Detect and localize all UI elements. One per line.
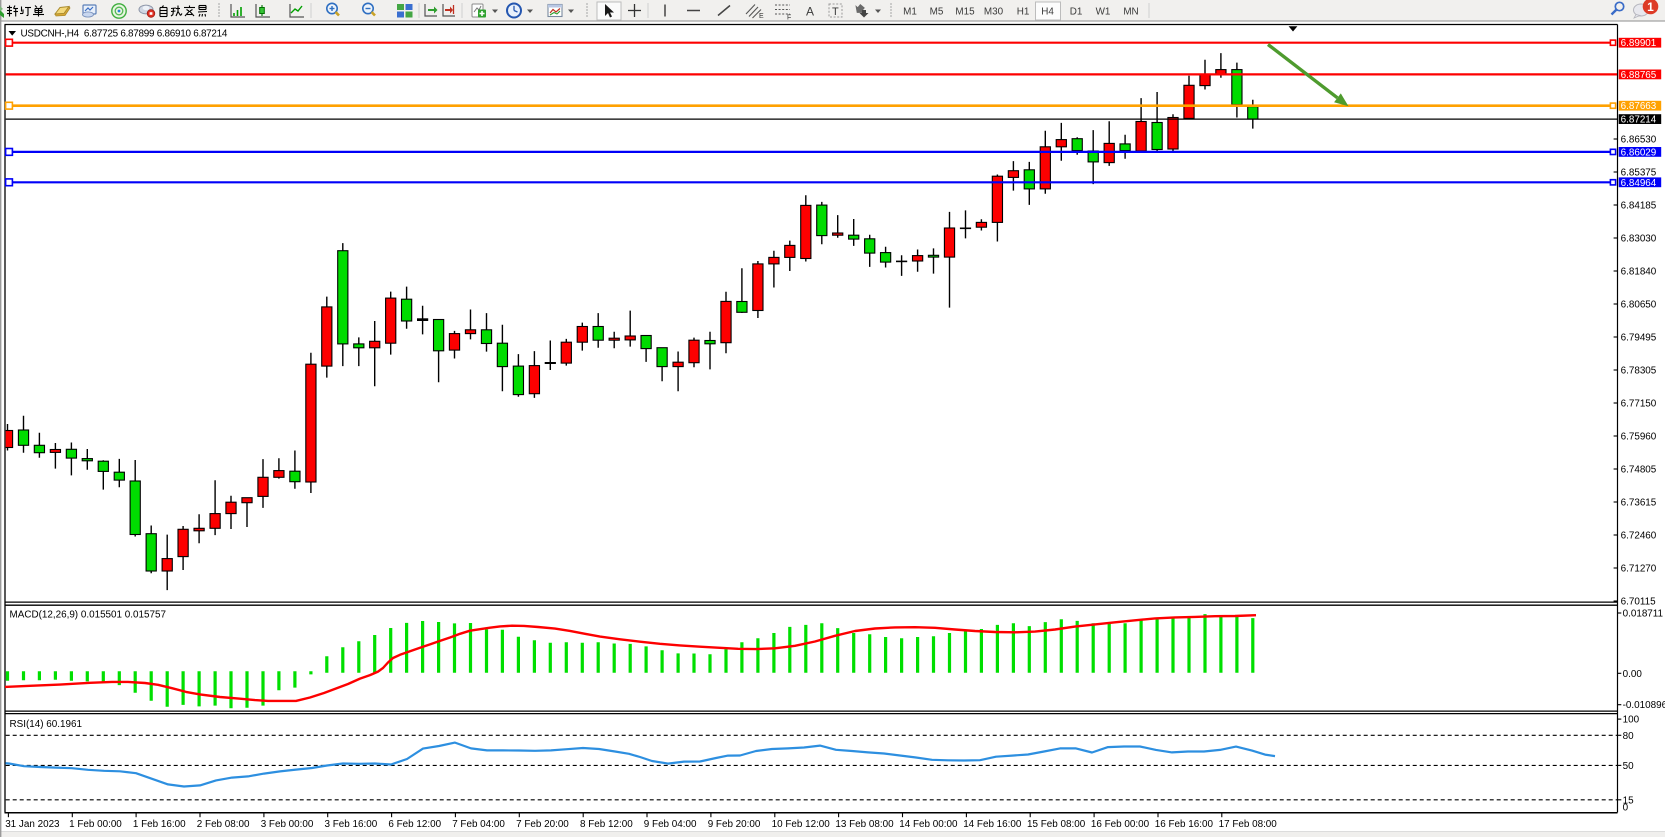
svg-text:T: T	[832, 6, 839, 18]
svg-text:6.83030: 6.83030	[1621, 234, 1657, 245]
svg-text:6.70115: 6.70115	[1621, 597, 1656, 608]
svg-text:F: F	[787, 15, 791, 22]
svg-text:6.89901: 6.89901	[1621, 38, 1657, 49]
svg-text:H1: H1	[1017, 7, 1030, 18]
svg-text:0: 0	[1623, 802, 1629, 813]
svg-text:14 Feb 16:00: 14 Feb 16:00	[963, 819, 1022, 830]
svg-text:6.84964: 6.84964	[1621, 178, 1657, 189]
svg-text:7 Feb 04:00: 7 Feb 04:00	[452, 819, 505, 830]
svg-text:MACD(12,26,9) 0.015501 0.01575: MACD(12,26,9) 0.015501 0.015757	[10, 610, 166, 621]
svg-text:9 Feb 20:00: 9 Feb 20:00	[708, 819, 761, 830]
svg-text:D1: D1	[1070, 7, 1083, 18]
svg-text:-0.010896: -0.010896	[1623, 700, 1665, 711]
svg-text:10 Feb 12:00: 10 Feb 12:00	[772, 819, 831, 830]
svg-text:M15: M15	[955, 7, 975, 18]
svg-text:MN: MN	[1123, 7, 1138, 18]
svg-text:13 Feb 08:00: 13 Feb 08:00	[835, 819, 894, 830]
svg-text:6.87663: 6.87663	[1621, 101, 1657, 112]
svg-text:6.77150: 6.77150	[1621, 399, 1657, 410]
svg-text:15 Feb 08:00: 15 Feb 08:00	[1027, 819, 1086, 830]
svg-text:6.86029: 6.86029	[1621, 147, 1657, 158]
svg-text:1 Feb 00:00: 1 Feb 00:00	[69, 819, 122, 830]
svg-text:6.86530: 6.86530	[1621, 135, 1657, 146]
svg-text:RSI(14) 60.1961: RSI(14) 60.1961	[10, 719, 83, 730]
svg-text:3 Feb 00:00: 3 Feb 00:00	[261, 819, 314, 830]
svg-text:31 Jan 2023: 31 Jan 2023	[5, 819, 60, 830]
svg-text:6.73615: 6.73615	[1621, 498, 1657, 509]
svg-text:1: 1	[1647, 0, 1654, 14]
svg-text:6.81840: 6.81840	[1621, 267, 1657, 278]
svg-text:17 Feb 08:00: 17 Feb 08:00	[1219, 819, 1278, 830]
svg-text:0.018711: 0.018711	[1623, 609, 1664, 620]
svg-text:A: A	[806, 5, 814, 19]
svg-text:6.80650: 6.80650	[1621, 300, 1657, 311]
svg-text:7 Feb 20:00: 7 Feb 20:00	[516, 819, 569, 830]
svg-text:W1: W1	[1096, 7, 1111, 18]
svg-text:6.74805: 6.74805	[1621, 465, 1657, 476]
svg-text:M30: M30	[984, 7, 1004, 18]
svg-text:6.85375: 6.85375	[1621, 168, 1657, 179]
svg-text:6.78305: 6.78305	[1621, 366, 1657, 377]
svg-text:80: 80	[1623, 731, 1634, 742]
svg-text:100: 100	[1623, 715, 1640, 726]
svg-text:6.75960: 6.75960	[1621, 432, 1657, 443]
svg-text:6.88765: 6.88765	[1621, 70, 1657, 81]
svg-text:H4: H4	[1041, 7, 1054, 18]
svg-text:M1: M1	[903, 7, 917, 18]
svg-text:16 Feb 16:00: 16 Feb 16:00	[1155, 819, 1214, 830]
svg-text:6 Feb 12:00: 6 Feb 12:00	[388, 819, 441, 830]
svg-text:15: 15	[1623, 795, 1634, 806]
svg-text:6.87214: 6.87214	[1621, 115, 1657, 126]
svg-text:1 Feb 16:00: 1 Feb 16:00	[133, 819, 186, 830]
svg-text:6.72460: 6.72460	[1621, 531, 1657, 542]
svg-text:14 Feb 00:00: 14 Feb 00:00	[899, 819, 958, 830]
svg-text:9 Feb 04:00: 9 Feb 04:00	[644, 819, 697, 830]
svg-text:USDCNH-,H4 6.87725 6.87899 6.: USDCNH-,H4 6.87725 6.87899 6.86910 6.872…	[21, 28, 228, 39]
svg-text:3 Feb 16:00: 3 Feb 16:00	[325, 819, 378, 830]
svg-text:M5: M5	[930, 7, 944, 18]
svg-text:16 Feb 00:00: 16 Feb 00:00	[1091, 819, 1150, 830]
svg-text:6.84185: 6.84185	[1621, 201, 1657, 212]
svg-text:0.00: 0.00	[1623, 669, 1643, 680]
svg-text:E: E	[759, 13, 764, 20]
svg-text:2 Feb 08:00: 2 Feb 08:00	[197, 819, 250, 830]
svg-text:6.71270: 6.71270	[1621, 564, 1657, 575]
svg-text:8 Feb 12:00: 8 Feb 12:00	[580, 819, 633, 830]
svg-text:50: 50	[1623, 761, 1634, 772]
svg-text:6.79495: 6.79495	[1621, 333, 1657, 344]
